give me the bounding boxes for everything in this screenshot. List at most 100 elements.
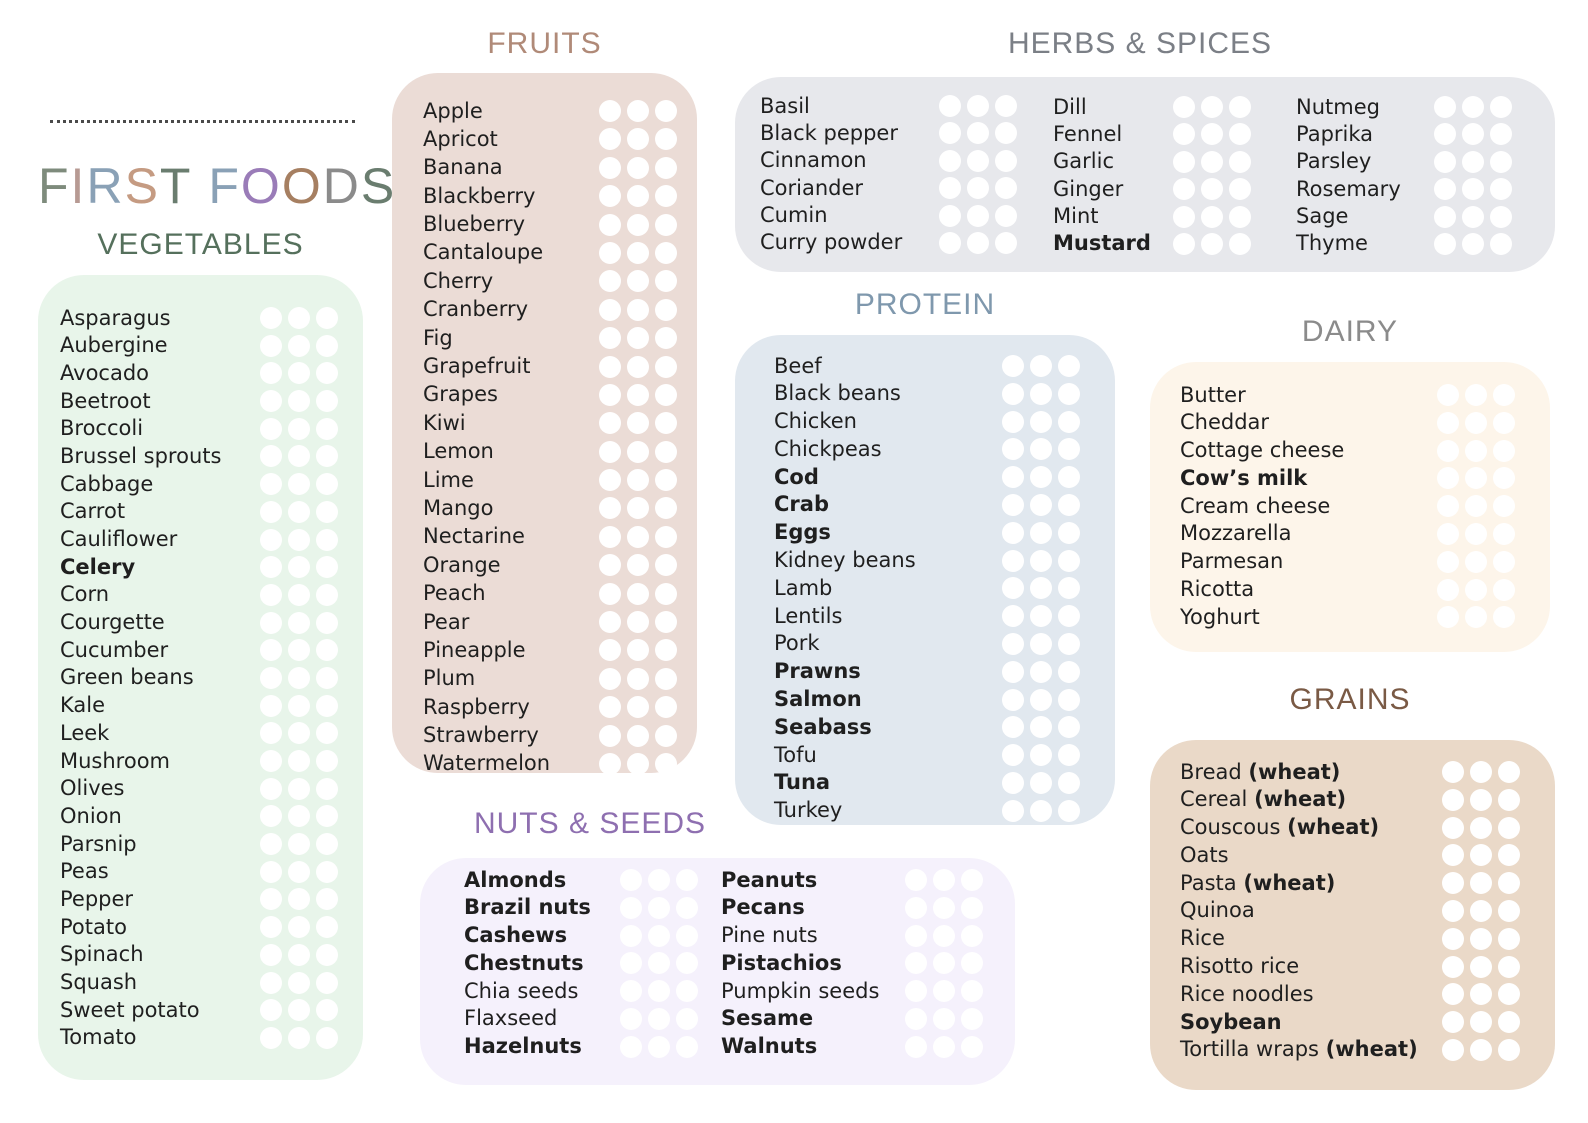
tracker-circle[interactable]	[316, 943, 338, 966]
tracker-circle[interactable]	[1498, 1011, 1520, 1034]
tracker-circle[interactable]	[1465, 606, 1487, 629]
tracker-circle[interactable]	[933, 952, 955, 975]
tracker-circle[interactable]	[1030, 521, 1052, 544]
tracker-circle[interactable]	[1470, 899, 1492, 922]
tracker-circle[interactable]	[1470, 983, 1492, 1006]
tracker-circle[interactable]	[1002, 688, 1024, 711]
tracker-circle[interactable]	[599, 128, 621, 151]
tracker-circle[interactable]	[1058, 355, 1080, 377]
tracker-circle[interactable]	[1030, 438, 1052, 461]
tracker-circle[interactable]	[316, 833, 338, 856]
tracker-circle[interactable]	[1002, 716, 1024, 739]
tracker-circle[interactable]	[1002, 410, 1024, 433]
tracker-circle[interactable]	[1002, 493, 1024, 516]
tracker-circle[interactable]	[1173, 205, 1195, 228]
tracker-circle[interactable]	[655, 156, 677, 179]
tracker-circle[interactable]	[1229, 205, 1251, 228]
tracker-circle[interactable]	[1442, 816, 1464, 839]
tracker-circle[interactable]	[648, 869, 670, 891]
tracker-circle[interactable]	[627, 724, 649, 747]
tracker-circle[interactable]	[1434, 178, 1456, 201]
tracker-circle[interactable]	[620, 952, 642, 975]
tracker-circle[interactable]	[1030, 744, 1052, 767]
tracker-circle[interactable]	[627, 412, 649, 435]
tracker-circle[interactable]	[1030, 493, 1052, 516]
tracker-circle[interactable]	[260, 334, 282, 357]
tracker-circle[interactable]	[1493, 522, 1515, 545]
tracker-circle[interactable]	[933, 1035, 955, 1058]
tracker-circle[interactable]	[1493, 606, 1515, 629]
tracker-circle[interactable]	[1437, 522, 1459, 545]
tracker-circle[interactable]	[1030, 632, 1052, 655]
tracker-circle[interactable]	[995, 177, 1017, 200]
tracker-circle[interactable]	[1002, 355, 1024, 377]
tracker-circle[interactable]	[288, 694, 310, 717]
tracker-circle[interactable]	[1002, 577, 1024, 600]
tracker-circle[interactable]	[1030, 688, 1052, 711]
tracker-circle[interactable]	[655, 213, 677, 236]
tracker-circle[interactable]	[288, 473, 310, 496]
tracker-circle[interactable]	[1442, 983, 1464, 1006]
tracker-circle[interactable]	[1030, 355, 1052, 377]
tracker-circle[interactable]	[599, 724, 621, 747]
tracker-circle[interactable]	[260, 833, 282, 856]
tracker-circle[interactable]	[1173, 150, 1195, 173]
tracker-circle[interactable]	[260, 417, 282, 440]
tracker-circle[interactable]	[599, 327, 621, 350]
tracker-circle[interactable]	[599, 412, 621, 435]
tracker-circle[interactable]	[1058, 493, 1080, 516]
tracker-circle[interactable]	[627, 100, 649, 122]
tracker-circle[interactable]	[288, 528, 310, 551]
tracker-circle[interactable]	[1437, 467, 1459, 490]
tracker-circle[interactable]	[1030, 466, 1052, 489]
tracker-circle[interactable]	[288, 805, 310, 828]
tracker-circle[interactable]	[260, 362, 282, 385]
tracker-circle[interactable]	[1058, 577, 1080, 600]
tracker-circle[interactable]	[316, 999, 338, 1022]
tracker-circle[interactable]	[676, 869, 698, 891]
tracker-circle[interactable]	[655, 412, 677, 435]
tracker-circle[interactable]	[1434, 232, 1456, 255]
tracker-circle[interactable]	[1490, 123, 1512, 146]
tracker-circle[interactable]	[939, 149, 961, 172]
tracker-circle[interactable]	[961, 1007, 983, 1030]
tracker-circle[interactable]	[1498, 927, 1520, 950]
tracker-circle[interactable]	[627, 611, 649, 634]
tracker-circle[interactable]	[1442, 955, 1464, 978]
tracker-circle[interactable]	[316, 473, 338, 496]
tracker-circle[interactable]	[1058, 716, 1080, 739]
tracker-circle[interactable]	[260, 971, 282, 994]
tracker-circle[interactable]	[260, 390, 282, 413]
tracker-circle[interactable]	[1002, 382, 1024, 405]
tracker-circle[interactable]	[1490, 232, 1512, 255]
tracker-circle[interactable]	[1201, 205, 1223, 228]
tracker-circle[interactable]	[1434, 150, 1456, 173]
tracker-circle[interactable]	[1058, 771, 1080, 794]
tracker-circle[interactable]	[288, 860, 310, 883]
tracker-circle[interactable]	[288, 417, 310, 440]
tracker-circle[interactable]	[260, 666, 282, 689]
tracker-circle[interactable]	[967, 231, 989, 254]
tracker-circle[interactable]	[676, 1035, 698, 1058]
tracker-circle[interactable]	[288, 639, 310, 662]
tracker-circle[interactable]	[1490, 205, 1512, 228]
tracker-circle[interactable]	[995, 231, 1017, 254]
tracker-circle[interactable]	[599, 667, 621, 690]
tracker-circle[interactable]	[1434, 96, 1456, 118]
tracker-circle[interactable]	[905, 1035, 927, 1058]
tracker-circle[interactable]	[1493, 495, 1515, 518]
tracker-circle[interactable]	[260, 888, 282, 911]
tracker-circle[interactable]	[599, 582, 621, 605]
tracker-circle[interactable]	[655, 582, 677, 605]
tracker-circle[interactable]	[1030, 549, 1052, 572]
tracker-circle[interactable]	[260, 694, 282, 717]
tracker-circle[interactable]	[627, 213, 649, 236]
tracker-circle[interactable]	[316, 805, 338, 828]
tracker-circle[interactable]	[1058, 438, 1080, 461]
tracker-circle[interactable]	[288, 916, 310, 939]
tracker-circle[interactable]	[260, 999, 282, 1022]
tracker-circle[interactable]	[627, 752, 649, 775]
tracker-circle[interactable]	[627, 298, 649, 321]
tracker-circle[interactable]	[933, 1007, 955, 1030]
tracker-circle[interactable]	[1462, 150, 1484, 173]
